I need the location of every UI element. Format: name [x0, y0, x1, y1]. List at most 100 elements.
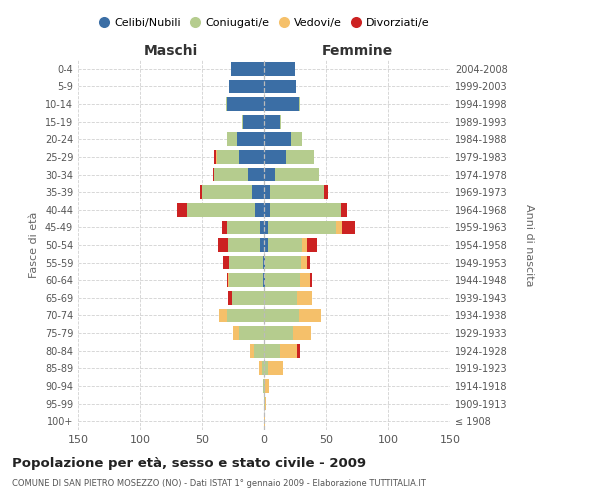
Bar — [310, 274, 313, 287]
Bar — [242, 115, 243, 128]
Bar — [298, 291, 313, 304]
Bar — [239, 326, 264, 340]
Bar — [302, 238, 307, 252]
Bar — [268, 238, 302, 252]
Bar — [228, 274, 229, 287]
Bar — [230, 62, 264, 76]
Y-axis label: Fasce di età: Fasce di età — [29, 212, 39, 278]
Bar — [220, 308, 227, 322]
Bar — [265, 379, 269, 393]
Bar — [264, 344, 280, 358]
Bar — [286, 150, 314, 164]
Bar — [251, 186, 264, 199]
Bar — [291, 132, 302, 146]
Bar — [264, 220, 268, 234]
Bar — [264, 62, 295, 76]
Bar — [301, 256, 307, 270]
Bar — [227, 274, 228, 287]
Bar — [202, 186, 251, 199]
Bar — [239, 150, 264, 164]
Bar — [213, 168, 214, 181]
Text: COMUNE DI SAN PIETRO MOSEZZO (NO) - Dati ISTAT 1° gennaio 2009 - Elaborazione TU: COMUNE DI SAN PIETRO MOSEZZO (NO) - Dati… — [12, 479, 426, 488]
Text: Femmine: Femmine — [322, 44, 392, 58]
Bar — [264, 414, 265, 428]
Bar — [342, 220, 355, 234]
Bar — [280, 115, 281, 128]
Bar — [265, 274, 300, 287]
Bar — [259, 362, 262, 375]
Bar — [264, 132, 291, 146]
Bar — [243, 115, 264, 128]
Y-axis label: Anni di nascita: Anni di nascita — [524, 204, 534, 286]
Bar — [262, 362, 264, 375]
Bar — [228, 291, 232, 304]
Bar — [229, 274, 263, 287]
Bar — [227, 308, 264, 322]
Bar — [307, 256, 310, 270]
Bar — [227, 97, 264, 111]
Bar — [217, 150, 239, 164]
Bar — [229, 80, 264, 94]
Legend: Celibi/Nubili, Coniugati/e, Vedovi/e, Divorziati/e: Celibi/Nubili, Coniugati/e, Vedovi/e, Di… — [98, 18, 430, 28]
Bar — [264, 274, 265, 287]
Bar — [265, 396, 266, 410]
Bar — [264, 379, 265, 393]
Bar — [264, 97, 299, 111]
Bar — [250, 344, 254, 358]
Bar — [214, 168, 248, 181]
Bar — [254, 344, 264, 358]
Bar — [227, 220, 260, 234]
Bar — [270, 203, 341, 216]
Bar — [293, 326, 311, 340]
Bar — [299, 308, 321, 322]
Bar — [307, 238, 317, 252]
Bar — [264, 326, 293, 340]
Bar — [300, 274, 310, 287]
Bar — [298, 344, 300, 358]
Bar — [299, 97, 300, 111]
Bar — [264, 256, 265, 270]
Bar — [264, 396, 265, 410]
Bar — [226, 97, 227, 111]
Bar — [256, 203, 264, 216]
Bar — [270, 186, 323, 199]
Bar — [200, 186, 202, 199]
Bar — [260, 220, 264, 234]
Bar — [223, 256, 229, 270]
Bar — [228, 238, 260, 252]
Bar — [336, 220, 342, 234]
Bar — [264, 115, 280, 128]
Bar — [260, 238, 264, 252]
Bar — [222, 220, 227, 234]
Bar — [264, 291, 298, 304]
Bar — [264, 238, 268, 252]
Bar — [264, 80, 296, 94]
Bar — [227, 132, 237, 146]
Bar — [264, 308, 299, 322]
Bar — [229, 256, 263, 270]
Text: Maschi: Maschi — [144, 44, 198, 58]
Bar — [280, 344, 298, 358]
Text: Popolazione per età, sesso e stato civile - 2009: Popolazione per età, sesso e stato civil… — [12, 458, 366, 470]
Bar — [263, 256, 264, 270]
Bar — [233, 326, 239, 340]
Bar — [218, 238, 228, 252]
Bar — [341, 203, 347, 216]
Bar — [264, 203, 270, 216]
Bar — [263, 379, 264, 393]
Bar — [275, 168, 319, 181]
Bar — [264, 186, 270, 199]
Bar — [215, 150, 217, 164]
Bar — [237, 132, 264, 146]
Bar — [232, 291, 264, 304]
Bar — [248, 168, 264, 181]
Bar — [214, 150, 215, 164]
Bar — [264, 168, 275, 181]
Bar — [263, 274, 264, 287]
Bar — [265, 256, 301, 270]
Bar — [268, 220, 336, 234]
Bar — [177, 203, 187, 216]
Bar — [187, 203, 256, 216]
Bar — [264, 150, 286, 164]
Bar — [264, 362, 268, 375]
